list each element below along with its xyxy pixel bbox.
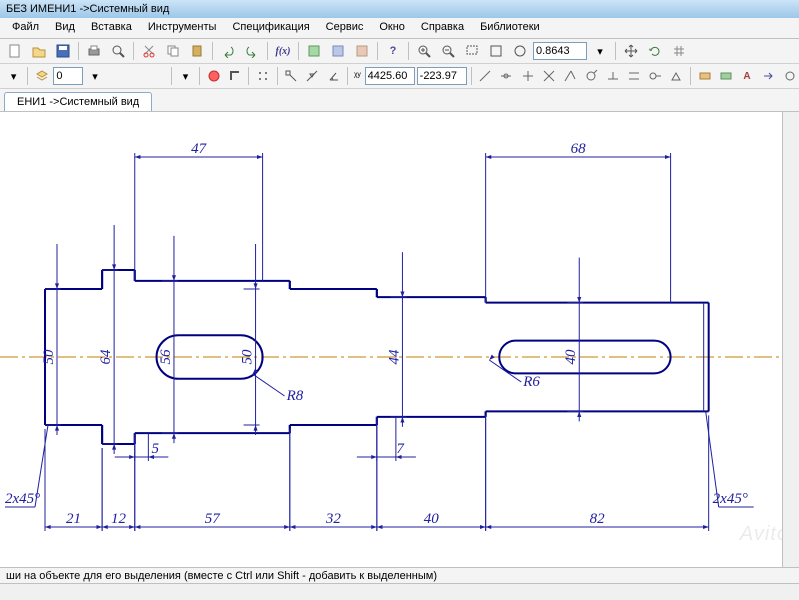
snap-end-icon[interactable] <box>281 65 300 87</box>
redo-icon[interactable] <box>241 40 263 62</box>
layer-input[interactable] <box>53 67 83 85</box>
horizontal-scrollbar[interactable] <box>0 583 799 600</box>
snap-angle-icon[interactable] <box>324 65 343 87</box>
print-icon[interactable] <box>83 40 105 62</box>
svg-text:50: 50 <box>41 349 57 365</box>
snap2-icon[interactable] <box>497 65 516 87</box>
svg-text:40: 40 <box>563 349 579 365</box>
zoom-window-icon[interactable] <box>461 40 483 62</box>
svg-text:47: 47 <box>191 141 208 157</box>
drawing-canvas[interactable]: 211257324082574768506456504440R8R62x45°2… <box>0 112 799 580</box>
new-icon[interactable] <box>4 40 26 62</box>
coord-y-input[interactable] <box>417 67 467 85</box>
mode2-icon[interactable] <box>716 65 735 87</box>
snap5-icon[interactable] <box>561 65 580 87</box>
menu-libraries[interactable]: Библиотеки <box>472 18 548 38</box>
help-icon[interactable]: ? <box>382 40 404 62</box>
svg-text:R6: R6 <box>522 374 540 390</box>
snap7-icon[interactable] <box>603 65 622 87</box>
coord-x-input[interactable] <box>365 67 415 85</box>
svg-text:2x45°: 2x45° <box>5 491 40 507</box>
svg-text:21: 21 <box>66 511 81 527</box>
open-icon[interactable] <box>28 40 50 62</box>
mode5-icon[interactable] <box>780 65 799 87</box>
tab-document[interactable]: ЕНИ1 ->Системный вид <box>4 92 152 111</box>
menu-file[interactable]: Файл <box>4 18 47 38</box>
svg-text:7: 7 <box>396 441 405 457</box>
document-tabs: ЕНИ1 ->Системный вид <box>0 89 799 112</box>
menu-view[interactable]: Вид <box>47 18 83 38</box>
dropdown3-icon[interactable]: ▾ <box>85 65 104 87</box>
svg-text:57: 57 <box>205 511 222 527</box>
snap-mid-icon[interactable] <box>303 65 322 87</box>
svg-text:32: 32 <box>325 511 342 527</box>
copy-icon[interactable] <box>162 40 184 62</box>
tool-a-icon[interactable] <box>303 40 325 62</box>
svg-text:64: 64 <box>98 349 114 365</box>
toolbar-2: ▾ ▾ ▾ ᵡʸ A <box>0 64 799 89</box>
toolbar-1: f(x) ? ▾ <box>0 39 799 64</box>
status-bar: ши на объекте для его выделения (вместе … <box>0 567 799 584</box>
preview-icon[interactable] <box>107 40 129 62</box>
svg-text:40: 40 <box>424 511 440 527</box>
svg-text:2x45°: 2x45° <box>713 491 748 507</box>
menu-window[interactable]: Окно <box>371 18 413 38</box>
zoom-prev-icon[interactable] <box>509 40 531 62</box>
svg-text:68: 68 <box>571 141 587 157</box>
window-title: БЕЗ ИМЕНИ1 ->Системный вид <box>0 0 799 18</box>
menu-spec[interactable]: Спецификация <box>224 18 317 38</box>
svg-text:44: 44 <box>386 349 402 365</box>
mode4-icon[interactable] <box>759 65 778 87</box>
dropdown-icon[interactable]: ▾ <box>589 40 611 62</box>
menu-tools[interactable]: Инструменты <box>140 18 225 38</box>
svg-text:50: 50 <box>240 349 256 365</box>
paste-icon[interactable] <box>186 40 208 62</box>
zoom-fit-icon[interactable] <box>485 40 507 62</box>
menu-service[interactable]: Сервис <box>318 18 372 38</box>
snap1-icon[interactable] <box>476 65 495 87</box>
snap6-icon[interactable] <box>582 65 601 87</box>
save-icon[interactable] <box>52 40 74 62</box>
snap8-icon[interactable] <box>624 65 643 87</box>
tool-b-icon[interactable] <box>327 40 349 62</box>
drawing-svg: 211257324082574768506456504440R8R62x45°2… <box>0 112 799 580</box>
zoom-input[interactable] <box>533 42 587 60</box>
svg-text:12: 12 <box>111 511 127 527</box>
dots-icon[interactable] <box>253 65 272 87</box>
zoom-out-icon[interactable] <box>437 40 459 62</box>
refresh-icon[interactable] <box>644 40 666 62</box>
cut-icon[interactable] <box>138 40 160 62</box>
menu-help[interactable]: Справка <box>413 18 472 38</box>
snap-icon[interactable] <box>204 65 223 87</box>
svg-text:56: 56 <box>158 349 174 365</box>
layer-icon[interactable] <box>32 65 51 87</box>
svg-text:R8: R8 <box>286 388 304 404</box>
tool-c-icon[interactable] <box>351 40 373 62</box>
zoom-in-icon[interactable] <box>413 40 435 62</box>
ortho-icon[interactable] <box>225 65 244 87</box>
svg-text:5: 5 <box>152 441 160 457</box>
fx-icon[interactable]: f(x) <box>272 40 294 62</box>
grid-icon[interactable] <box>668 40 690 62</box>
snap4-icon[interactable] <box>539 65 558 87</box>
menu-bar: Файл Вид Вставка Инструменты Спецификаци… <box>0 18 799 39</box>
watermark: Avito <box>740 523 789 546</box>
menu-insert[interactable]: Вставка <box>83 18 140 38</box>
snap3-icon[interactable] <box>518 65 537 87</box>
dropdown4-icon[interactable]: ▾ <box>176 65 195 87</box>
undo-icon[interactable] <box>217 40 239 62</box>
snap10-icon[interactable] <box>667 65 686 87</box>
snap9-icon[interactable] <box>646 65 665 87</box>
mode3-icon[interactable]: A <box>737 65 756 87</box>
dropdown2-icon[interactable]: ▾ <box>4 65 23 87</box>
mode1-icon[interactable] <box>695 65 714 87</box>
coord-label: ᵡʸ <box>352 71 363 82</box>
svg-text:82: 82 <box>590 511 606 527</box>
pan-icon[interactable] <box>620 40 642 62</box>
